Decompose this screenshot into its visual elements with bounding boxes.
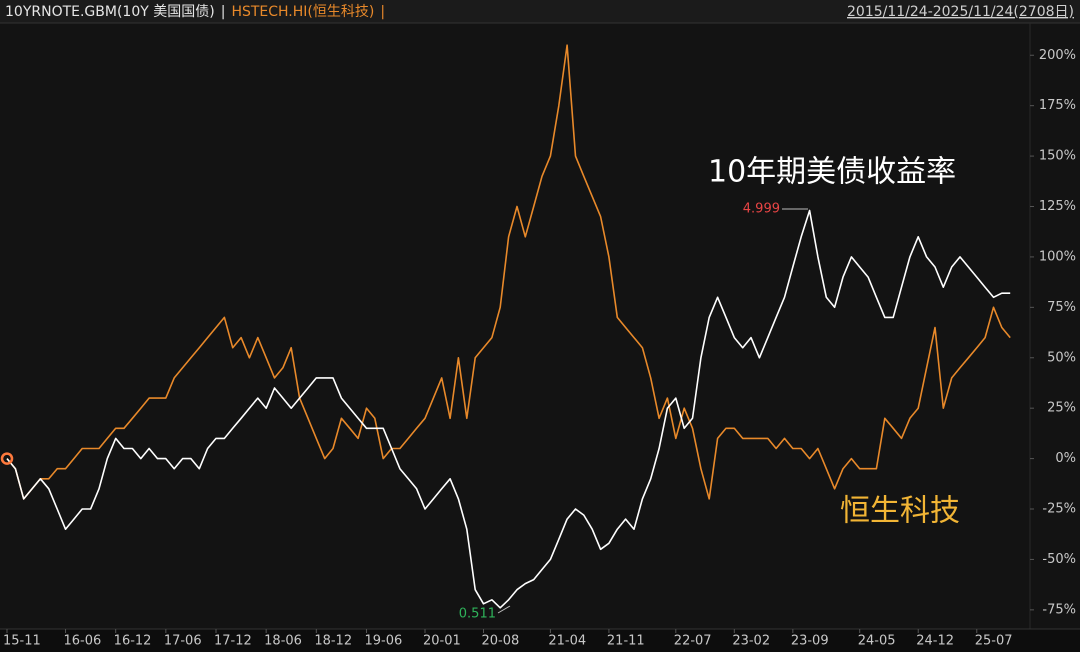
x-tick-label: 21-04: [548, 634, 586, 649]
y-tick-label: 200%: [1039, 48, 1076, 63]
annotation: 恒生科技: [840, 494, 960, 529]
x-tick-label: 23-09: [791, 634, 829, 649]
x-tick-label: 17-06: [164, 634, 202, 649]
x-tick-label: 15-11: [3, 634, 41, 649]
y-tick-label: 175%: [1039, 98, 1076, 113]
x-tick-label: 23-02: [732, 634, 770, 649]
x-tick-label: 16-06: [64, 634, 102, 649]
y-tick-label: 50%: [1047, 350, 1076, 365]
start-marker: [0, 452, 14, 465]
y-tick-label: 0%: [1055, 451, 1076, 466]
x-tick-label: 24-12: [916, 634, 954, 649]
y-tick-label: -75%: [1042, 602, 1076, 617]
header: 10YRNOTE.GBM(10Y 美国国债) | HSTECH.HI(恒生科技)…: [5, 4, 1074, 20]
x-tick-label: 20-01: [423, 634, 461, 649]
y-tick-label: -50%: [1042, 552, 1076, 567]
y-tick-label: 75%: [1047, 300, 1076, 315]
x-tick-label: 24-05: [858, 634, 896, 649]
y-tick-label: 125%: [1039, 199, 1076, 214]
y-tick-label: 100%: [1039, 249, 1076, 264]
x-tick-label: 19-06: [364, 634, 402, 649]
legend-entry: HSTECH.HI(恒生科技): [231, 4, 374, 20]
annotation-leader: [497, 605, 511, 614]
series-line: [6, 209, 1011, 609]
x-tick-label: 22-07: [674, 634, 712, 649]
legend-separator: |: [221, 4, 226, 20]
annotation: 4.999: [743, 202, 780, 217]
x-tick-label: 17-12: [214, 634, 252, 649]
y-tick-label: 150%: [1039, 149, 1076, 164]
date-range[interactable]: 2015/11/24-2025/11/24(2708日): [847, 4, 1074, 20]
x-axis-band: [0, 629, 1080, 652]
y-tick-label: -25%: [1042, 502, 1076, 517]
x-tick-label: 18-06: [264, 634, 302, 649]
x-tick-label: 16-12: [114, 634, 152, 649]
legend-entry: 10YRNOTE.GBM(10Y 美国国债): [5, 4, 215, 20]
legend-separator: |: [380, 4, 385, 20]
x-tick-label: 21-11: [607, 634, 645, 649]
x-tick-label: 18-12: [314, 634, 352, 649]
annotation: 0.511: [459, 607, 496, 622]
y-tick-label: 25%: [1047, 401, 1076, 416]
header-bar: [0, 0, 1080, 23]
x-tick-label: 20-08: [482, 634, 520, 649]
annotation: 10年期美债收益率: [708, 155, 956, 190]
series-line: [6, 44, 1011, 500]
x-tick-label: 25-07: [975, 634, 1013, 649]
